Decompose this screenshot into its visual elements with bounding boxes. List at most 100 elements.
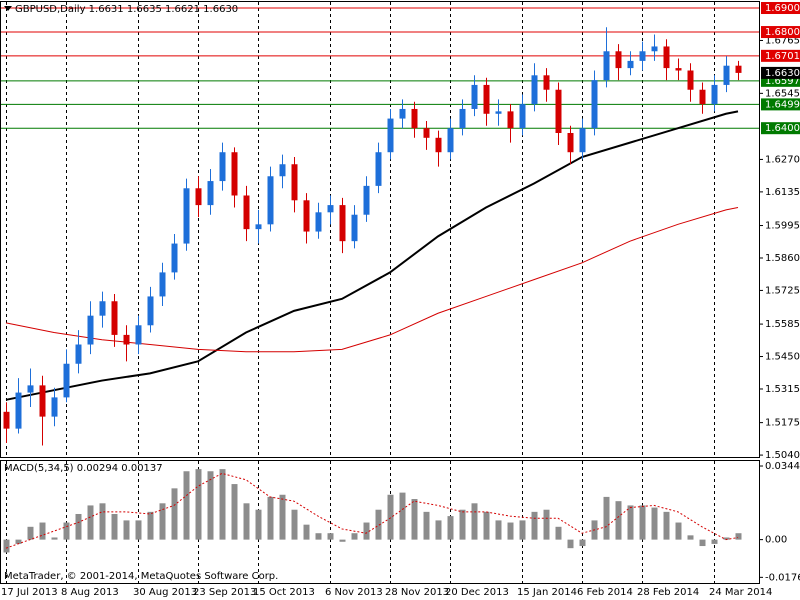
macd-bar — [63, 522, 70, 540]
candle-body — [735, 65, 742, 73]
macd-bar — [99, 503, 106, 540]
last-price-box — [761, 66, 800, 79]
macd-bar — [327, 533, 334, 540]
macd-bar — [495, 520, 502, 540]
candle-body — [435, 137, 442, 153]
macd-bar — [39, 522, 46, 540]
macd-bar — [711, 539, 718, 544]
candle-body — [387, 118, 394, 153]
main-frame — [0, 1, 760, 458]
macd-tick-label: 0.00 — [765, 535, 787, 546]
candle-body — [519, 104, 526, 129]
macd-bar — [471, 503, 478, 540]
macd-bar — [387, 494, 394, 540]
macd-bar — [507, 522, 514, 540]
footer: MetaTrader, © 2001-2014, MetaQuotes Soft… — [4, 571, 278, 582]
candle-body — [159, 272, 166, 297]
macd-bar — [447, 516, 454, 540]
macd-bar — [399, 492, 406, 540]
candle-body — [687, 70, 694, 90]
candle-body — [135, 325, 142, 345]
macd-bar — [555, 526, 562, 540]
level-label: 1.6800 — [765, 27, 800, 38]
candle-body — [495, 111, 502, 114]
candle-body — [639, 51, 646, 61]
macd-bar — [207, 471, 214, 540]
macd-bar — [3, 539, 10, 553]
candle-body — [459, 108, 466, 129]
candle-body — [351, 214, 358, 242]
candle-body — [507, 111, 514, 129]
macd-bar — [159, 503, 166, 540]
candle-body — [375, 152, 382, 186]
level-label-box — [761, 98, 800, 111]
y-tick-label: 1.6765 — [765, 35, 800, 46]
macd-bar — [651, 507, 658, 540]
x-tick-label: 15 Oct 2013 — [253, 587, 315, 598]
macd-bar — [351, 533, 358, 540]
macd-frame — [0, 460, 760, 584]
macd-bar — [339, 539, 346, 542]
candle-body — [195, 188, 202, 206]
macd-bar — [171, 488, 178, 540]
x-tick-label: 28 Feb 2014 — [637, 587, 699, 598]
candle-body — [303, 200, 310, 232]
y-tick-label: 1.5995 — [765, 221, 800, 232]
macd-bar — [459, 509, 466, 540]
macd-bar — [531, 511, 538, 540]
title-icon — [4, 6, 12, 11]
macd-bar — [231, 484, 238, 540]
level-label-box — [761, 26, 800, 39]
moving-average — [5, 110, 739, 401]
macd-bar — [615, 501, 622, 540]
candle-body — [603, 51, 610, 81]
x-tick-label: 24 Mar 2014 — [709, 587, 772, 598]
candle-body — [315, 212, 322, 232]
macd-bar — [411, 499, 418, 540]
x-tick-label: 28 Nov 2013 — [385, 587, 449, 598]
candle-body — [651, 46, 658, 52]
x-tick-label: 23 Sep 2013 — [193, 587, 256, 598]
candle-body — [3, 411, 10, 429]
candle-body — [339, 205, 346, 242]
macd-bar — [87, 505, 94, 540]
candle-body — [675, 68, 682, 71]
macd-bar — [483, 511, 490, 540]
x-tick-label: 15 Jan 2014 — [517, 587, 577, 598]
y-tick-label: 1.5450 — [765, 352, 800, 363]
macd-bar — [627, 505, 634, 540]
candle-body — [327, 205, 334, 213]
macd-tick-label: 0.03445 — [765, 461, 800, 472]
macd-bar — [435, 520, 442, 540]
candle-body — [267, 176, 274, 225]
candle-body — [75, 344, 82, 364]
y-tick-label: 1.5860 — [765, 253, 800, 264]
macd-bar — [27, 526, 34, 540]
macd-bar — [735, 533, 742, 540]
macd-bar — [723, 537, 730, 540]
candle-body — [231, 152, 238, 196]
candle-body — [15, 392, 22, 429]
candle-body — [663, 46, 670, 69]
candle-body — [111, 301, 118, 335]
macd-bar — [75, 513, 82, 540]
candle-body — [483, 84, 490, 114]
y-tick-label: 1.6135 — [765, 187, 800, 198]
macd-bar — [423, 511, 430, 540]
x-tick-label: 17 Jul 2013 — [1, 587, 58, 598]
macd-bar — [147, 511, 154, 540]
x-tick-label: 6 Nov 2013 — [325, 587, 383, 598]
candle-body — [255, 224, 262, 230]
macd-bar — [15, 539, 22, 544]
level-label-box — [761, 122, 800, 135]
candle-body — [243, 195, 250, 230]
macd-bar — [567, 539, 574, 549]
macd-bar — [219, 469, 226, 540]
candle-body — [699, 89, 706, 105]
macd-bar — [243, 503, 250, 540]
candle-body — [147, 296, 154, 326]
candle-body — [279, 164, 286, 177]
candle-body — [543, 75, 550, 90]
macd-title: MACD(5,34,5) 0.00294 0.00137 — [4, 463, 163, 474]
candle-body — [123, 334, 130, 345]
